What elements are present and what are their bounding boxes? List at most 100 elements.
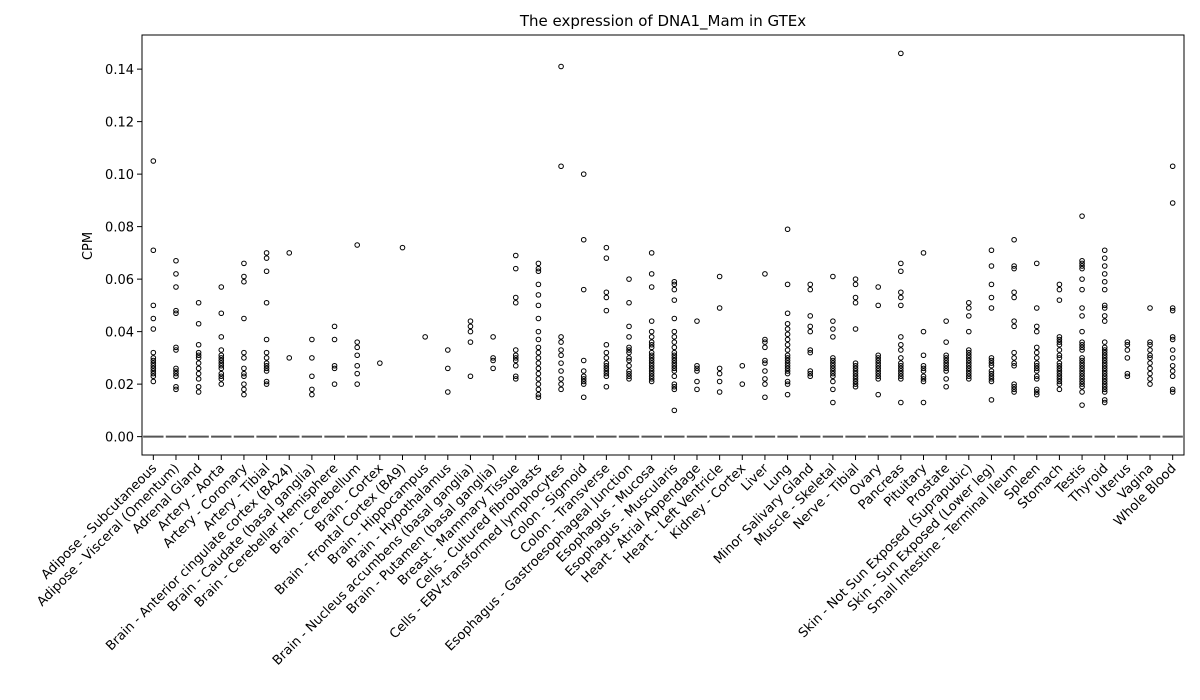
outlier-point <box>173 344 179 351</box>
outlier-point <box>263 255 270 261</box>
outlier-point <box>671 360 678 366</box>
outlier-point <box>671 344 678 351</box>
outlier-point <box>377 360 383 366</box>
outlier-point <box>1101 318 1108 324</box>
outlier-point <box>694 362 700 369</box>
outlier-point <box>920 373 927 380</box>
outlier-point <box>784 391 791 398</box>
outlier-point <box>671 386 678 393</box>
outlier-point <box>558 376 564 382</box>
outlier-point <box>150 357 157 364</box>
outlier-point <box>898 260 904 267</box>
outlier-point <box>1079 355 1085 361</box>
outlier-point <box>784 281 791 288</box>
outlier-point <box>1079 370 1085 377</box>
outlier-point <box>1033 386 1040 393</box>
outlier-point <box>648 357 655 364</box>
outlier-point <box>1011 349 1017 356</box>
outlier-point <box>1101 362 1108 369</box>
outlier-point <box>648 376 655 382</box>
outlier-point <box>875 302 881 309</box>
outlier-point <box>966 360 972 366</box>
outlier-point <box>671 355 678 361</box>
outlier-point <box>1169 389 1176 395</box>
outlier-point <box>1101 271 1108 277</box>
outlier-point <box>1079 378 1085 385</box>
outlier-point <box>648 352 655 359</box>
outlier-point <box>535 349 542 356</box>
outlier-point <box>1011 294 1017 301</box>
outlier-point <box>807 323 814 330</box>
outlier-point <box>1147 370 1153 377</box>
outlier-point <box>943 357 949 364</box>
outlier-point <box>150 365 157 372</box>
outlier-point <box>490 365 496 372</box>
outlier-point <box>331 381 338 387</box>
outlier-point <box>490 357 496 364</box>
outlier-point <box>173 383 179 390</box>
outlier-point <box>807 281 814 288</box>
outlier-point <box>150 302 157 309</box>
outlier-point <box>784 226 791 233</box>
outlier-point <box>603 373 610 380</box>
outlier-point <box>241 278 247 285</box>
outlier-point <box>173 307 179 314</box>
outlier-point <box>1011 389 1017 395</box>
outlier-point <box>1079 376 1085 382</box>
outlier-point <box>966 313 972 319</box>
outlier-point <box>218 370 225 377</box>
outlier-point <box>739 362 746 369</box>
outlier-point <box>830 357 836 364</box>
outlier-point <box>875 373 881 380</box>
outlier-point <box>1079 328 1085 335</box>
outlier-point <box>648 373 655 380</box>
outlier-point <box>852 370 859 377</box>
outlier-point <box>1101 365 1108 372</box>
outlier-point <box>671 381 678 387</box>
outlier-point <box>603 294 610 301</box>
outlier-point <box>762 381 768 387</box>
outlier-point <box>920 365 927 372</box>
outlier-point <box>535 260 542 267</box>
outlier-point <box>1079 344 1085 351</box>
outlier-point <box>150 362 157 369</box>
outlier-point <box>1079 341 1085 348</box>
outlier-point <box>467 318 474 324</box>
outlier-point <box>943 339 949 345</box>
outlier-point <box>241 365 247 372</box>
outlier-point <box>671 339 678 345</box>
outlier-point <box>784 347 791 353</box>
outlier-point <box>354 362 360 369</box>
outlier-point <box>648 250 655 256</box>
outlier-point <box>422 334 428 340</box>
outlier-point <box>1056 373 1063 380</box>
y-axis-ticks: 0.00 0.02 0.04 0.06 0.08 0.10 0.12 0.14 <box>105 63 142 446</box>
outlier-point <box>898 294 904 301</box>
outlier-point <box>1147 365 1153 372</box>
outlier-point <box>830 365 836 372</box>
outlier-point <box>875 284 881 290</box>
outlier-point <box>218 334 225 340</box>
outlier-point <box>558 352 564 359</box>
outlier-point <box>490 355 496 361</box>
outlier-point <box>1101 376 1108 382</box>
outlier-point <box>920 368 927 374</box>
outlier-point <box>241 273 247 280</box>
outlier-point <box>1056 355 1063 361</box>
outlier-point <box>1079 213 1085 219</box>
outlier-point <box>875 376 881 382</box>
outlier-point <box>943 376 949 382</box>
outlier-point <box>988 263 995 269</box>
outlier-point <box>580 378 587 385</box>
outlier-point <box>535 355 542 361</box>
outlier-point <box>535 370 542 377</box>
outlier-point <box>535 394 542 401</box>
outlier-point <box>195 341 202 348</box>
outlier-point <box>807 328 814 335</box>
outlier-point <box>195 370 202 377</box>
outlier-point <box>558 339 564 345</box>
outlier-point <box>1056 370 1063 377</box>
outlier-point <box>648 349 655 356</box>
outlier-point <box>898 376 904 382</box>
outlier-point <box>1101 370 1108 377</box>
